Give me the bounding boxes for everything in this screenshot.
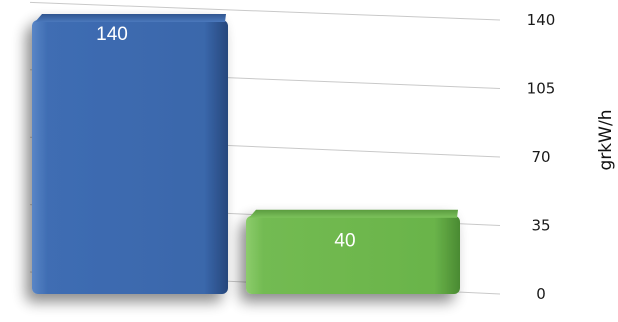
- data-label: 140: [96, 24, 128, 45]
- bar-body: [32, 20, 228, 294]
- bar: [246, 209, 460, 294]
- bar-top-face: [249, 209, 458, 218]
- bar: [32, 14, 228, 294]
- y-tick-label: 0: [536, 285, 546, 303]
- y-axis-ticks: 0 35 70 105 140: [527, 11, 556, 303]
- y-tick-label: 140: [527, 11, 556, 29]
- data-labels: 140 40: [96, 24, 355, 252]
- gridline: [29, 1, 501, 21]
- y-tick-label: 105: [527, 80, 556, 98]
- y-tick-label: 70: [531, 148, 550, 166]
- y-tick-label: 35: [531, 217, 550, 235]
- bar-top-face: [35, 14, 226, 22]
- data-label: 40: [334, 231, 355, 252]
- y-axis-title: grkW/h: [596, 110, 616, 171]
- bar-body: [246, 215, 460, 294]
- bars: [32, 14, 460, 294]
